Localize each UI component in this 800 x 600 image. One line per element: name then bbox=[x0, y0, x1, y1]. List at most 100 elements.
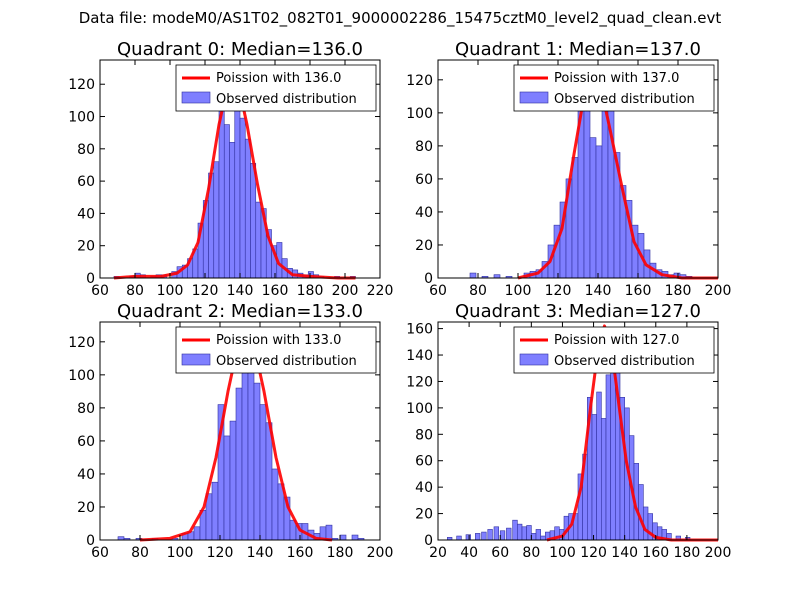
legend-entry-poisson: Poission with 136.0 bbox=[216, 71, 341, 86]
y-tick-label: 100 bbox=[406, 106, 433, 122]
y-tick-label: 40 bbox=[77, 206, 95, 222]
legend-bar-swatch bbox=[519, 91, 549, 104]
legend-entry-observed: Observed distribution bbox=[216, 354, 357, 369]
x-tick-label: 200 bbox=[332, 283, 359, 299]
y-tick-label: 100 bbox=[68, 368, 95, 384]
histogram-bar bbox=[521, 526, 527, 541]
histogram-bar bbox=[229, 420, 237, 541]
x-tick-label: 180 bbox=[327, 545, 354, 561]
y-tick-label: 0 bbox=[424, 271, 433, 287]
x-tick-label: 160 bbox=[262, 283, 289, 299]
y-tick-label: 120 bbox=[68, 77, 95, 93]
quadrant-1-plot: 60 80 100 120 140 160 180 200 0 20 40 60 80 100 120 Qua… bbox=[406, 39, 731, 299]
x-tick-label: 180 bbox=[665, 283, 692, 299]
panel-title: Quadrant 1: Median=137.0 bbox=[455, 39, 701, 60]
x-tick-label: 80 bbox=[522, 545, 540, 561]
histogram-bar bbox=[526, 525, 532, 541]
histogram-bar bbox=[255, 201, 262, 279]
histogram-bar bbox=[540, 535, 546, 541]
legend: Poission with 136.0 Observed distribution bbox=[175, 64, 377, 112]
legend: Poission with 137.0 Observed distribution bbox=[513, 64, 715, 112]
histogram-bar bbox=[499, 530, 506, 541]
histogram-bar bbox=[596, 391, 602, 541]
x-tick-label: 160 bbox=[642, 545, 669, 561]
panel-title: Quadrant 0: Median=136.0 bbox=[117, 39, 363, 60]
y-tick-label: 80 bbox=[415, 139, 433, 155]
quadrant-3-plot: 20 40 60 80 100 120 140 160 180 20002040608010012… bbox=[406, 301, 731, 561]
x-tick-label: 60 bbox=[429, 283, 447, 299]
axes-frame bbox=[99, 321, 381, 541]
x-tick-label: 120 bbox=[580, 545, 607, 561]
x-tick-label: 100 bbox=[167, 545, 194, 561]
x-tick-label: 120 bbox=[207, 545, 234, 561]
x-tick-label: 100 bbox=[505, 283, 532, 299]
y-tick-label: 100 bbox=[406, 401, 433, 417]
legend-bar-swatch bbox=[181, 91, 211, 104]
histogram-bar bbox=[591, 414, 597, 541]
x-tick-label: 40 bbox=[460, 545, 478, 561]
x-tick-label: 220 bbox=[367, 283, 394, 299]
x-tick-label: 120 bbox=[192, 283, 219, 299]
legend-bar-swatch bbox=[519, 353, 549, 366]
x-tick-label: 200 bbox=[367, 545, 394, 561]
histogram-bar bbox=[481, 531, 487, 541]
histogram-bar bbox=[244, 138, 251, 279]
histogram-bar bbox=[241, 371, 249, 541]
histogram-bar bbox=[235, 387, 243, 541]
x-tick-label: 140 bbox=[227, 283, 254, 299]
histogram-bar bbox=[253, 382, 261, 541]
x-tick-label: 20 bbox=[429, 545, 447, 561]
legend-entry-observed: Observed distribution bbox=[216, 92, 357, 107]
histogram-bar bbox=[259, 404, 267, 541]
y-tick-label: 120 bbox=[406, 73, 433, 89]
x-tick-label: 180 bbox=[297, 283, 324, 299]
axes-frame bbox=[437, 59, 719, 279]
y-tick-label: 0 bbox=[86, 533, 95, 549]
x-tick-label: 160 bbox=[625, 283, 652, 299]
histogram-bar bbox=[193, 526, 201, 541]
y-tick-label: 60 bbox=[77, 434, 95, 450]
histogram-bar bbox=[531, 533, 537, 541]
y-tick-label: 80 bbox=[77, 401, 95, 417]
histogram-bar bbox=[234, 100, 241, 279]
panels: 60 80 100 120 140 160 180 200 220020406080100120… bbox=[68, 39, 731, 561]
histogram-bar bbox=[517, 523, 523, 541]
histogram-bar bbox=[465, 534, 471, 541]
panel-title: Quadrant 2: Median=133.0 bbox=[117, 301, 363, 322]
legend-box bbox=[175, 64, 377, 112]
histogram-bar bbox=[325, 524, 333, 541]
quadrant-0-plot: 60 80 100 120 140 160 180 200 220 0 20 40 60 80 100 120… bbox=[68, 39, 393, 299]
legend: Poission with 127.0 Observed distribution bbox=[513, 326, 715, 374]
y-tick-label: 20 bbox=[77, 500, 95, 516]
y-tick-label: 40 bbox=[415, 205, 433, 221]
y-tick-label: 100 bbox=[68, 110, 95, 126]
x-tick-label: 100 bbox=[157, 283, 184, 299]
legend-box bbox=[513, 64, 715, 112]
y-tick-label: 60 bbox=[415, 172, 433, 188]
histogram-bar bbox=[535, 529, 541, 541]
y-tick-label: 60 bbox=[77, 174, 95, 190]
x-tick-label: 60 bbox=[91, 283, 109, 299]
panel-title: Quadrant 3: Median=127.0 bbox=[455, 301, 701, 322]
y-tick-label: 160 bbox=[406, 322, 433, 338]
histogram-bar bbox=[601, 418, 607, 541]
x-tick-label: 80 bbox=[131, 545, 149, 561]
legend-entry-observed: Observed distribution bbox=[554, 354, 695, 369]
legend-bar-swatch bbox=[181, 353, 211, 366]
x-tick-label: 140 bbox=[585, 283, 612, 299]
x-tick-label: 60 bbox=[91, 545, 109, 561]
x-tick-label: 140 bbox=[611, 545, 638, 561]
figure-suptitle: Data file: modeM0/AS1T02_082T01_90000022… bbox=[79, 9, 722, 28]
x-tick-label: 200 bbox=[705, 283, 732, 299]
histogram-bar bbox=[456, 535, 462, 541]
histogram-bar bbox=[223, 124, 230, 279]
y-tick-label: 20 bbox=[415, 238, 433, 254]
x-tick-label: 140 bbox=[247, 545, 274, 561]
histogram-bar bbox=[211, 481, 219, 541]
y-tick-label: 120 bbox=[68, 335, 95, 351]
y-tick-label: 60 bbox=[415, 454, 433, 470]
histogram-bar bbox=[250, 163, 257, 279]
y-tick-label: 80 bbox=[415, 427, 433, 443]
histogram-bar bbox=[487, 529, 493, 541]
